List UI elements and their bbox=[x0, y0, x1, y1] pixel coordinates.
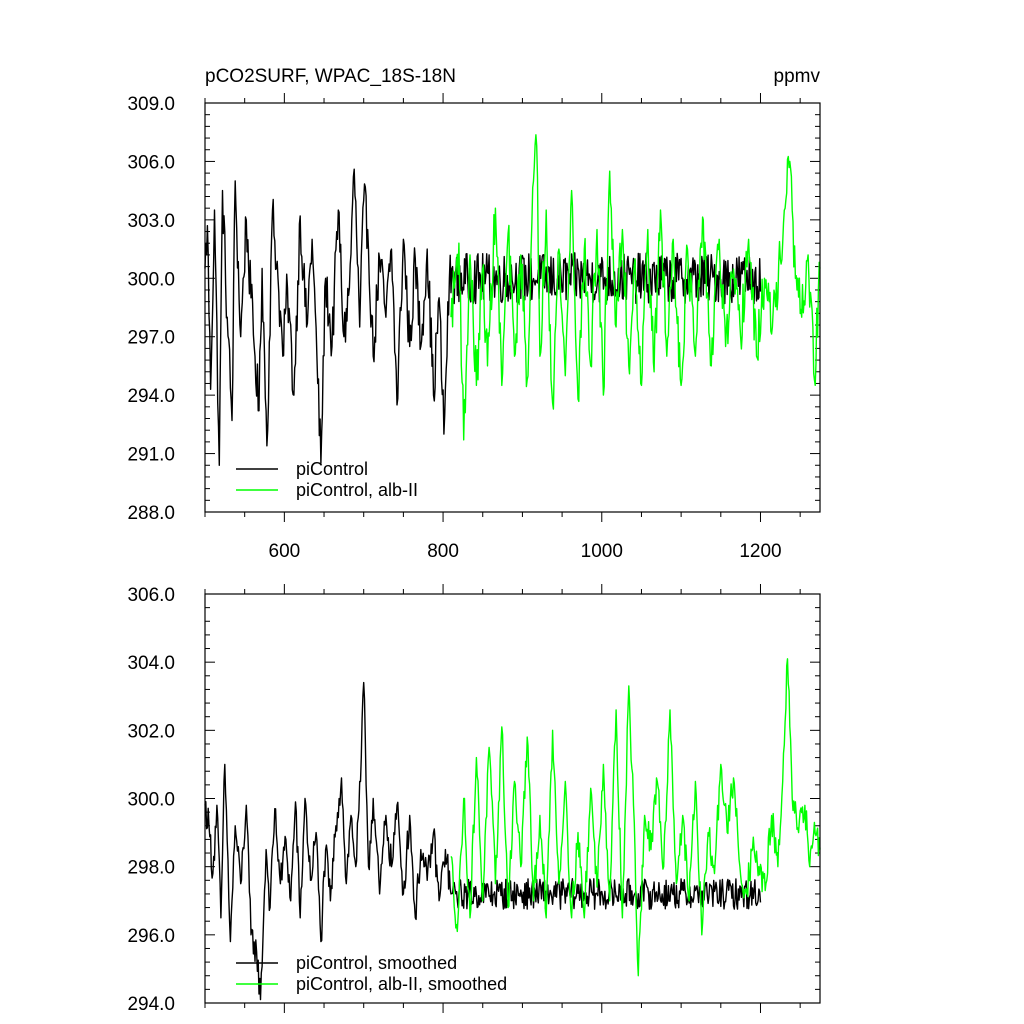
bottom-plot-frame bbox=[204, 593, 821, 1004]
bottom-ytick-label: 306.0 bbox=[127, 585, 175, 606]
top-ytick-label: 309.0 bbox=[127, 94, 175, 115]
top-series-group bbox=[204, 134, 821, 466]
top-ytick-label: 300.0 bbox=[127, 269, 175, 290]
top-legend: piControl piControl, alb-II bbox=[236, 459, 418, 500]
top-plot-frame bbox=[204, 102, 821, 513]
legend-label-picontrol-alb-ii-smoothed: piControl, alb-II, smoothed bbox=[296, 974, 507, 994]
top-xtick-label: 800 bbox=[427, 541, 459, 562]
top-tick-labels: 600 800 1000 1200 288.0 291.0 294.0 297.0 300.0 3… bbox=[127, 94, 781, 562]
series-line-picontrol-alb-ii bbox=[450, 134, 821, 441]
legend-label-picontrol-alb-ii: piControl, alb-II bbox=[296, 480, 418, 500]
bottom-ytick-label: 294.0 bbox=[127, 994, 175, 1015]
top-ytick-label: 303.0 bbox=[127, 211, 175, 232]
top-ytick-label: 291.0 bbox=[127, 445, 175, 466]
series-line-picontrol bbox=[204, 168, 762, 466]
bottom-axis-ticks bbox=[204, 584, 820, 1013]
bottom-legend: piControl, smoothed piControl, alb-II, s… bbox=[236, 953, 507, 994]
bottom-series-group bbox=[204, 658, 821, 1001]
top-chart-title: pCO2SURF, WPAC_18S-18N bbox=[205, 66, 456, 87]
top-axis-ticks bbox=[204, 93, 820, 522]
top-panel: pCO2SURF, WPAC_18S-18N ppmv 600 800 1000 12… bbox=[127, 66, 821, 562]
legend-label-picontrol-smoothed: piControl, smoothed bbox=[296, 953, 457, 973]
series-line-picontrol-alb-ii-smoothed bbox=[450, 658, 821, 977]
top-ytick-label: 306.0 bbox=[127, 152, 175, 173]
top-xtick-label: 1200 bbox=[739, 541, 781, 562]
series-line-picontrol-smoothed bbox=[204, 681, 762, 1001]
bottom-tick-labels: 294.0 296.0 298.0 300.0 302.0 304.0 306.0 bbox=[127, 585, 175, 1015]
bottom-ytick-label: 298.0 bbox=[127, 858, 175, 879]
top-xtick-label: 1000 bbox=[581, 541, 623, 562]
top-chart-units: ppmv bbox=[774, 66, 821, 87]
bottom-ytick-label: 304.0 bbox=[127, 653, 175, 674]
legend-label-picontrol: piControl bbox=[296, 459, 368, 479]
bottom-ytick-label: 296.0 bbox=[127, 926, 175, 947]
top-ytick-label: 297.0 bbox=[127, 328, 175, 349]
top-ytick-label: 294.0 bbox=[127, 386, 175, 407]
bottom-panel: 294.0 296.0 298.0 300.0 302.0 304.0 306.0 piCo… bbox=[127, 584, 821, 1015]
top-ytick-label: 288.0 bbox=[127, 503, 175, 524]
top-xtick-label: 600 bbox=[269, 541, 301, 562]
bottom-ytick-label: 300.0 bbox=[127, 790, 175, 811]
bottom-ytick-label: 302.0 bbox=[127, 721, 175, 742]
